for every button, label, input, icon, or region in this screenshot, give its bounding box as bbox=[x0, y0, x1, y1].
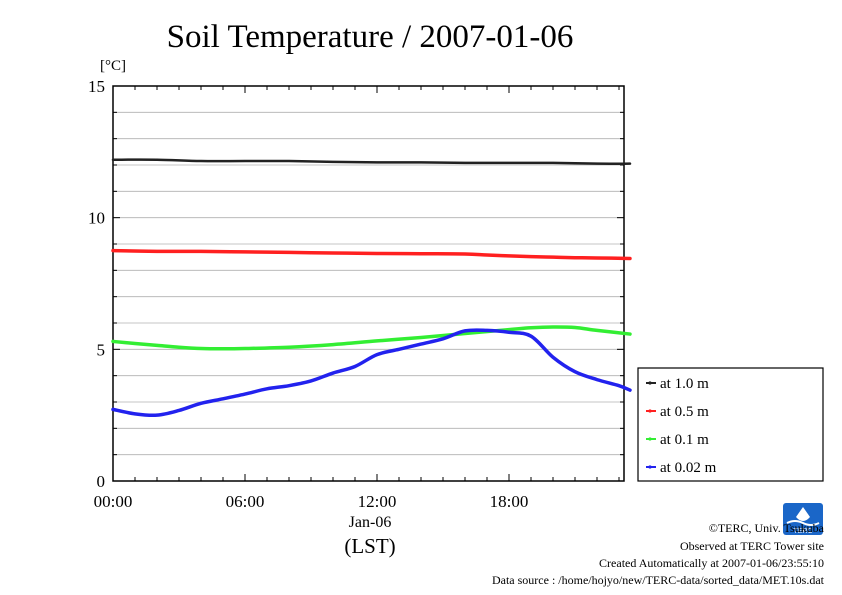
legend-marker-1 bbox=[648, 409, 652, 413]
y-tick-label: 0 bbox=[97, 472, 106, 491]
x-tick-label: 18:00 bbox=[490, 492, 529, 511]
copyright-text: ©TERC, Univ. Tsukuba bbox=[708, 521, 824, 535]
legend-label-0: at 1.0 m bbox=[660, 376, 709, 392]
legend-marker-2 bbox=[648, 437, 652, 441]
x-tick-label: 06:00 bbox=[226, 492, 265, 511]
y-tick-label: 5 bbox=[97, 340, 106, 359]
legend: at 1.0 m at 0.5 m at 0.1 m at 0.02 m bbox=[637, 367, 824, 482]
axis-ticks: 0 5 10 15 00:00 06:00 12:00 18:00 bbox=[88, 77, 624, 511]
legend-box bbox=[637, 367, 824, 482]
series-line-3 bbox=[111, 328, 632, 418]
x-tick-label: 12:00 bbox=[358, 492, 397, 511]
series-line-1 bbox=[111, 248, 632, 261]
created-text: Created Automatically at 2007-01-06/23:5… bbox=[599, 556, 824, 570]
wave-icon bbox=[786, 520, 820, 526]
plot-frame bbox=[112, 85, 625, 482]
x-tick-label: 00:00 bbox=[94, 492, 133, 511]
series-line-2 bbox=[111, 325, 632, 351]
legend-label-1: at 0.5 m bbox=[660, 404, 709, 420]
legend-marker-3 bbox=[648, 465, 652, 469]
y-tick-label: 10 bbox=[88, 209, 105, 228]
source-text: Data source : /home/hojyo/new/TERC-data/… bbox=[491, 573, 824, 587]
series-line-0 bbox=[111, 158, 632, 165]
water-drop-icon bbox=[796, 507, 810, 521]
chart-title: Soil Temperature / 2007-01-06 bbox=[167, 19, 574, 55]
legend-marker-0 bbox=[648, 381, 652, 385]
logo-text: TERC bbox=[793, 528, 812, 535]
grid-lines bbox=[113, 111, 624, 456]
legend-label-2: at 0.1 m bbox=[660, 432, 709, 448]
y-axis-unit: [°C] bbox=[100, 58, 126, 74]
legend-label-3: at 0.02 m bbox=[660, 460, 717, 476]
x-date-label: Jan-06 bbox=[349, 514, 392, 531]
site-text: Observed at TERC Tower site bbox=[679, 539, 824, 553]
series-lines bbox=[111, 158, 632, 418]
y-tick-label: 15 bbox=[88, 77, 105, 96]
terc-logo: TERC bbox=[783, 503, 823, 535]
x-axis-label: (LST) bbox=[344, 534, 395, 558]
